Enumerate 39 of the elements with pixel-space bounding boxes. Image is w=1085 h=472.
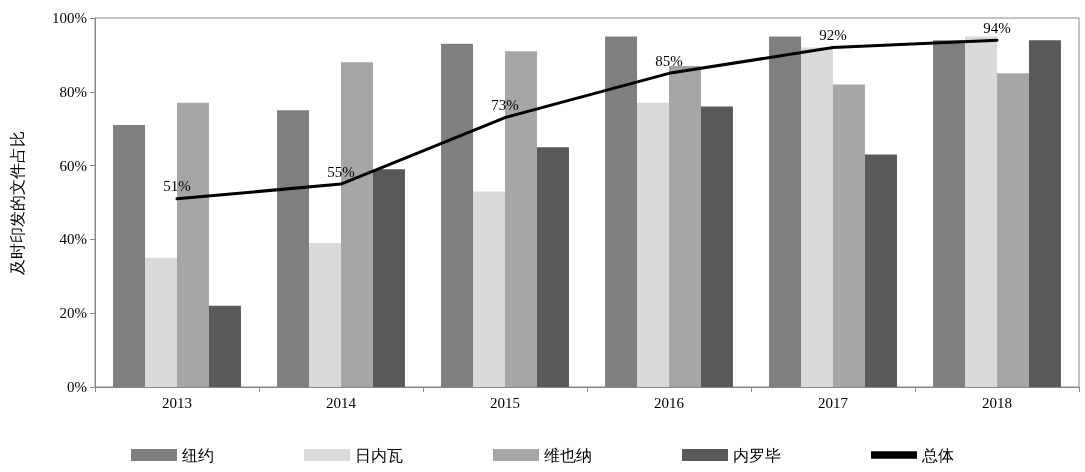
y-axis-title: 及时印发的文件占比	[7, 130, 27, 275]
bar	[833, 84, 865, 387]
bar	[309, 243, 341, 387]
data-label: 92%	[819, 27, 847, 44]
y-tick-label: 100%	[52, 10, 87, 26]
bar	[669, 65, 701, 387]
x-tick-label: 2015	[490, 394, 520, 411]
bar	[637, 102, 669, 387]
legend-label: 纽约	[182, 446, 214, 464]
data-label: 55%	[327, 163, 355, 180]
legend-label: 总体	[921, 446, 954, 464]
x-tick-label: 2014	[326, 394, 357, 411]
x-tick-label: 2017	[818, 394, 849, 411]
x-tick-label: 2016	[654, 394, 685, 411]
data-label: 73%	[491, 97, 519, 114]
bar	[864, 154, 897, 387]
y-tick-label: 0%	[67, 379, 87, 395]
bar	[536, 147, 569, 387]
bar	[473, 191, 505, 387]
bar	[700, 106, 733, 387]
y-tick-label: 80%	[59, 83, 87, 100]
bar	[372, 169, 405, 387]
y-tick-label: 40%	[59, 231, 87, 248]
data-label: 51%	[163, 178, 191, 195]
bar	[801, 47, 833, 387]
bar	[145, 257, 177, 387]
legend-label: 维也纳	[544, 446, 592, 464]
legend-label: 日内瓦	[355, 446, 403, 464]
legend-label: 内罗毕	[733, 446, 781, 464]
data-label: 85%	[655, 52, 683, 69]
bar	[208, 305, 241, 387]
bar	[997, 73, 1029, 387]
data-label: 94%	[983, 19, 1011, 36]
y-tick-label: 20%	[59, 305, 87, 322]
x-tick-label: 2013	[162, 394, 192, 411]
y-tick-label: 60%	[59, 157, 87, 174]
bar	[965, 36, 997, 387]
x-tick-label: 2018	[982, 394, 1012, 411]
bar	[1028, 40, 1061, 387]
